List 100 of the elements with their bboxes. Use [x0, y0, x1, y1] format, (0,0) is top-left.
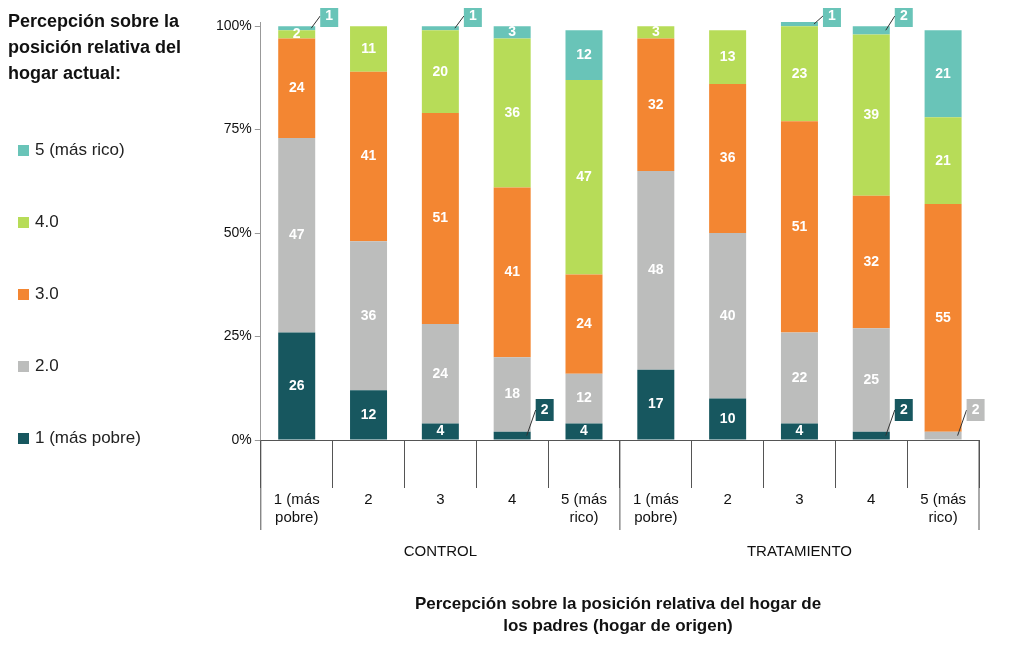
data-label: 41 [360, 147, 377, 164]
data-label: 36 [360, 306, 377, 323]
bar [780, 332, 818, 424]
x-tick-label: 1 (más pobre) [632, 490, 679, 526]
bar [421, 113, 459, 325]
x-tick-label: 1 (más pobre) [273, 490, 320, 526]
bar [565, 30, 603, 80]
data-label: 17 [648, 395, 664, 412]
bar [493, 431, 531, 440]
bar [421, 324, 459, 424]
legend-label: 4.0 [35, 212, 59, 232]
data-label: 4 [580, 422, 589, 439]
data-label: 12 [576, 45, 592, 62]
data-label: 1 [325, 6, 334, 23]
legend-label: 2.0 [35, 356, 59, 376]
bar [278, 332, 316, 440]
bar [350, 390, 388, 440]
bar [421, 423, 459, 440]
data-label: 47 [576, 168, 592, 185]
data-label: 10 [719, 409, 736, 426]
bar [278, 38, 316, 138]
data-label: 32 [648, 95, 664, 112]
y-tick-label: 100% [215, 17, 252, 33]
data-label: 11 [361, 39, 377, 56]
bar [637, 38, 675, 171]
bar [493, 38, 531, 188]
x-tick-label: 3 [795, 490, 804, 508]
bar [350, 71, 388, 242]
bar [493, 26, 531, 39]
x-tick-label: 2 [723, 490, 732, 508]
data-label: 32 [863, 252, 880, 269]
bar [637, 26, 675, 39]
bar [493, 357, 531, 432]
bar [350, 241, 388, 391]
x-tick-label: 5 (más rico) [561, 490, 607, 526]
bar [421, 26, 459, 31]
y-tick-label: 0% [231, 430, 252, 447]
data-label: 13 [719, 48, 736, 65]
bar [637, 369, 675, 440]
bar [924, 117, 962, 205]
x-axis-title: Percepción sobre la posición relativa del hogar de los padres (hogar de origen) [413, 593, 823, 637]
bar [780, 121, 818, 333]
data-label: 2 [971, 400, 980, 417]
data-label: 24 [576, 314, 592, 331]
data-label: 23 [791, 64, 808, 81]
data-label: 4 [436, 422, 445, 439]
bar [637, 170, 675, 370]
x-tick-label: 5 (más rico) [920, 490, 967, 526]
data-label: 2 [540, 400, 549, 417]
data-label: 24 [432, 364, 449, 381]
data-label: 26 [288, 376, 305, 393]
data-label: 48 [648, 261, 664, 278]
data-label: 51 [791, 217, 808, 234]
data-label: 3 [508, 23, 517, 40]
data-label: 21 [935, 64, 952, 81]
data-label: 24 [288, 79, 305, 96]
bar [278, 137, 316, 333]
legend-label: 5 (más rico) [35, 140, 125, 160]
data-label: 36 [719, 149, 736, 166]
data-label: 2 [899, 6, 908, 23]
bar [278, 30, 316, 39]
y-tick-label: 50% [223, 223, 252, 240]
data-label: 1 [828, 6, 837, 23]
y-tick-label: 75% [223, 120, 252, 137]
data-label: 12 [576, 389, 592, 406]
data-label: 18 [504, 385, 521, 402]
bar [709, 233, 747, 399]
bar [350, 26, 388, 72]
bar [565, 423, 603, 440]
bar [709, 398, 747, 440]
bar [709, 84, 747, 234]
legend-label: 3.0 [35, 284, 59, 304]
data-label: 55 [935, 308, 952, 325]
data-label: 3 [651, 23, 660, 40]
data-label: 21 [935, 151, 952, 168]
x-tick-label: 2 [364, 490, 373, 508]
bar [852, 34, 890, 196]
bar [852, 431, 890, 440]
bar [780, 22, 818, 27]
bar [780, 423, 818, 440]
data-label: 51 [432, 209, 449, 226]
y-tick-label: 25% [223, 327, 252, 344]
data-label: 4 [795, 422, 804, 439]
data-label: 12 [360, 405, 377, 422]
bar [924, 204, 962, 432]
bar [565, 274, 603, 374]
data-label: 40 [719, 306, 736, 323]
text: TRATAMIENTO [746, 542, 852, 560]
bar [924, 30, 962, 118]
bar [852, 26, 890, 35]
data-label: 25 [863, 370, 880, 387]
data-label: 41 [504, 263, 521, 280]
data-label: 22 [791, 368, 808, 385]
bar [565, 373, 603, 424]
data-label: 36 [504, 103, 521, 120]
text: CONTROL [403, 542, 478, 560]
data-label: 1 [468, 6, 477, 23]
data-label: 20 [432, 62, 449, 79]
bar [780, 26, 818, 122]
bar [493, 187, 531, 358]
